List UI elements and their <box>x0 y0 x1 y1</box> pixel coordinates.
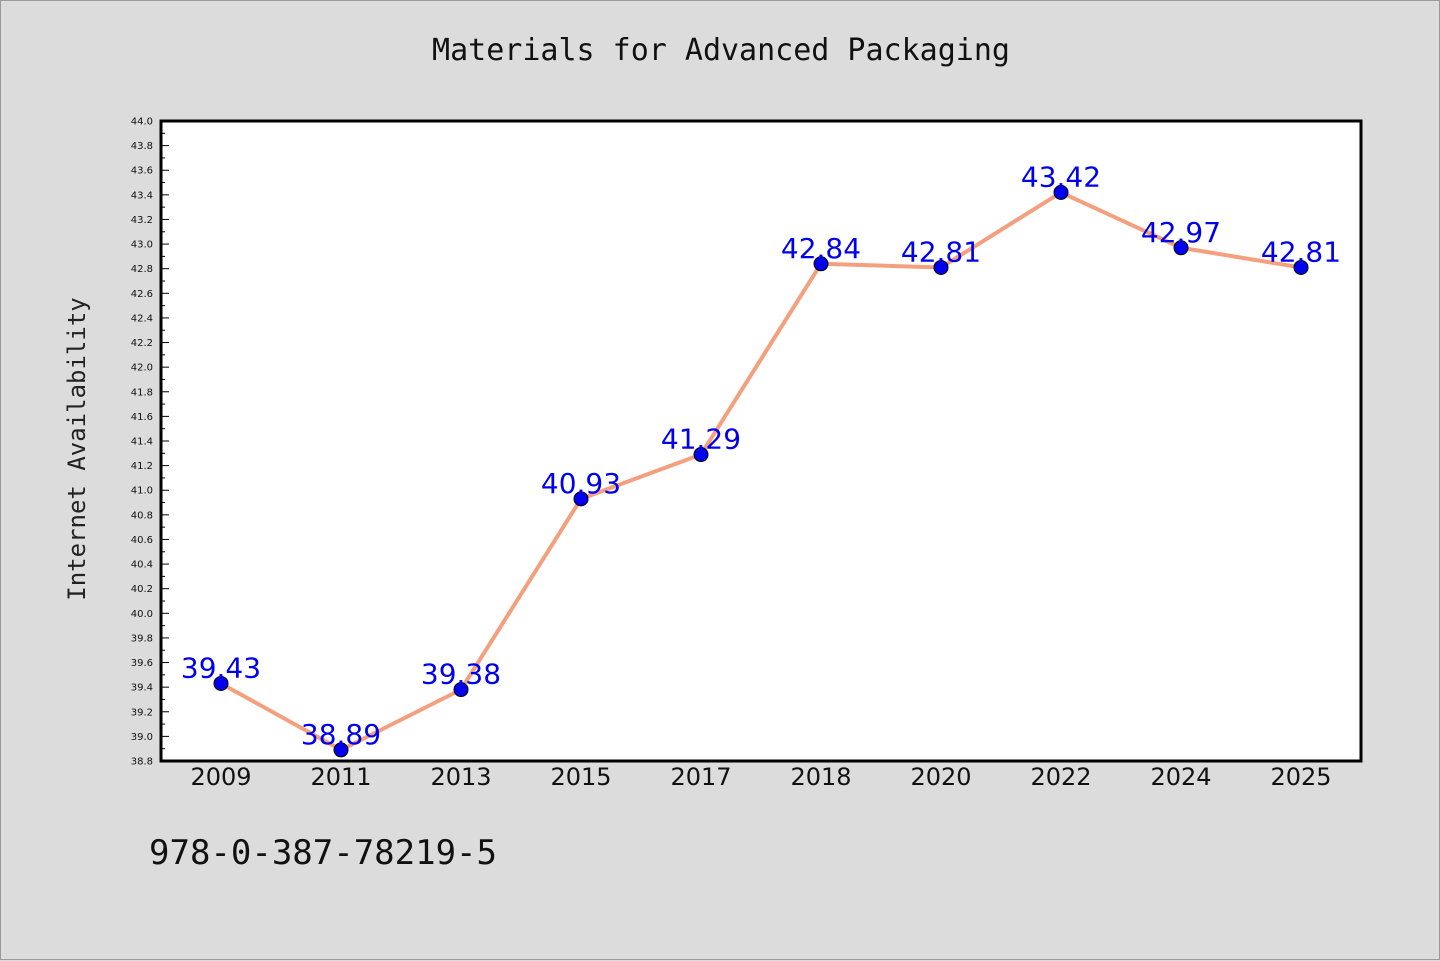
data-point <box>1293 259 1309 275</box>
y-tick-label: 41.4 <box>131 437 153 448</box>
y-tick-label: 43.6 <box>131 166 153 177</box>
y-tick-label: 40.0 <box>131 609 153 620</box>
y-tick-label: 40.2 <box>131 584 153 595</box>
data-label: 38.89 <box>301 718 381 751</box>
y-tick-label: 40.8 <box>131 510 153 521</box>
data-label: 40.93 <box>541 467 621 500</box>
data-label: 41.29 <box>661 423 741 456</box>
data-point <box>693 447 709 463</box>
plot-frame <box>159 119 1363 763</box>
data-point <box>1053 184 1069 200</box>
y-tick-label: 41.0 <box>131 486 153 497</box>
x-tick-label: 2011 <box>310 763 371 791</box>
data-label: 42.81 <box>1261 235 1341 268</box>
y-tick-label: 39.4 <box>131 683 153 694</box>
x-tick-label: 2025 <box>1270 763 1331 791</box>
y-tick-label: 43.8 <box>131 141 153 152</box>
data-label: 43.42 <box>1021 160 1101 193</box>
x-tick-label: 2017 <box>670 763 731 791</box>
y-tick-label: 41.2 <box>131 461 153 472</box>
isbn-label: 978-0-387-78219-5 <box>149 833 497 873</box>
y-tick-label: 43.2 <box>131 215 153 226</box>
y-tick-label: 39.8 <box>131 633 153 644</box>
data-label: 39.38 <box>421 658 501 691</box>
y-tick-label: 42.6 <box>131 289 153 300</box>
data-label: 42.97 <box>1141 216 1221 249</box>
y-tick-label: 41.6 <box>131 412 153 423</box>
y-tick-label: 44.0 <box>131 117 153 128</box>
y-tick-label: 40.4 <box>131 560 153 571</box>
data-point <box>813 256 829 272</box>
y-tick-label: 39.6 <box>131 658 153 669</box>
y-tick-label: 42.8 <box>131 264 153 275</box>
x-tick-label: 2024 <box>1150 763 1211 791</box>
series-line <box>219 190 1303 752</box>
data-label: 42.84 <box>781 232 861 265</box>
x-tick-label: 2020 <box>910 763 971 791</box>
x-tick-label: 2013 <box>430 763 491 791</box>
x-tick-label: 2018 <box>790 763 851 791</box>
data-point <box>453 682 469 698</box>
y-tick-label: 38.8 <box>131 757 153 768</box>
y-tick-label: 42.0 <box>131 363 153 374</box>
data-point <box>573 491 589 507</box>
data-point <box>333 742 349 758</box>
data-label: 42.81 <box>901 235 981 268</box>
y-tick-label: 41.8 <box>131 387 153 398</box>
data-label: 39.43 <box>181 651 261 684</box>
x-tick-label: 2009 <box>190 763 251 791</box>
data-point <box>933 259 949 275</box>
y-tick-label: 39.0 <box>131 732 153 743</box>
x-tick-label: 2015 <box>550 763 611 791</box>
y-tick-label: 43.0 <box>131 240 153 251</box>
x-tick-label: 2022 <box>1030 763 1091 791</box>
y-tick-label: 43.4 <box>131 190 153 201</box>
y-tick-label: 39.2 <box>131 707 153 718</box>
y-tick-label: 40.6 <box>131 535 153 546</box>
y-tick-label: 42.4 <box>131 313 153 324</box>
data-point <box>213 675 229 691</box>
data-point <box>1173 240 1189 256</box>
chart-title: Materials for Advanced Packaging <box>432 33 1010 68</box>
y-tick-label: 42.2 <box>131 338 153 349</box>
